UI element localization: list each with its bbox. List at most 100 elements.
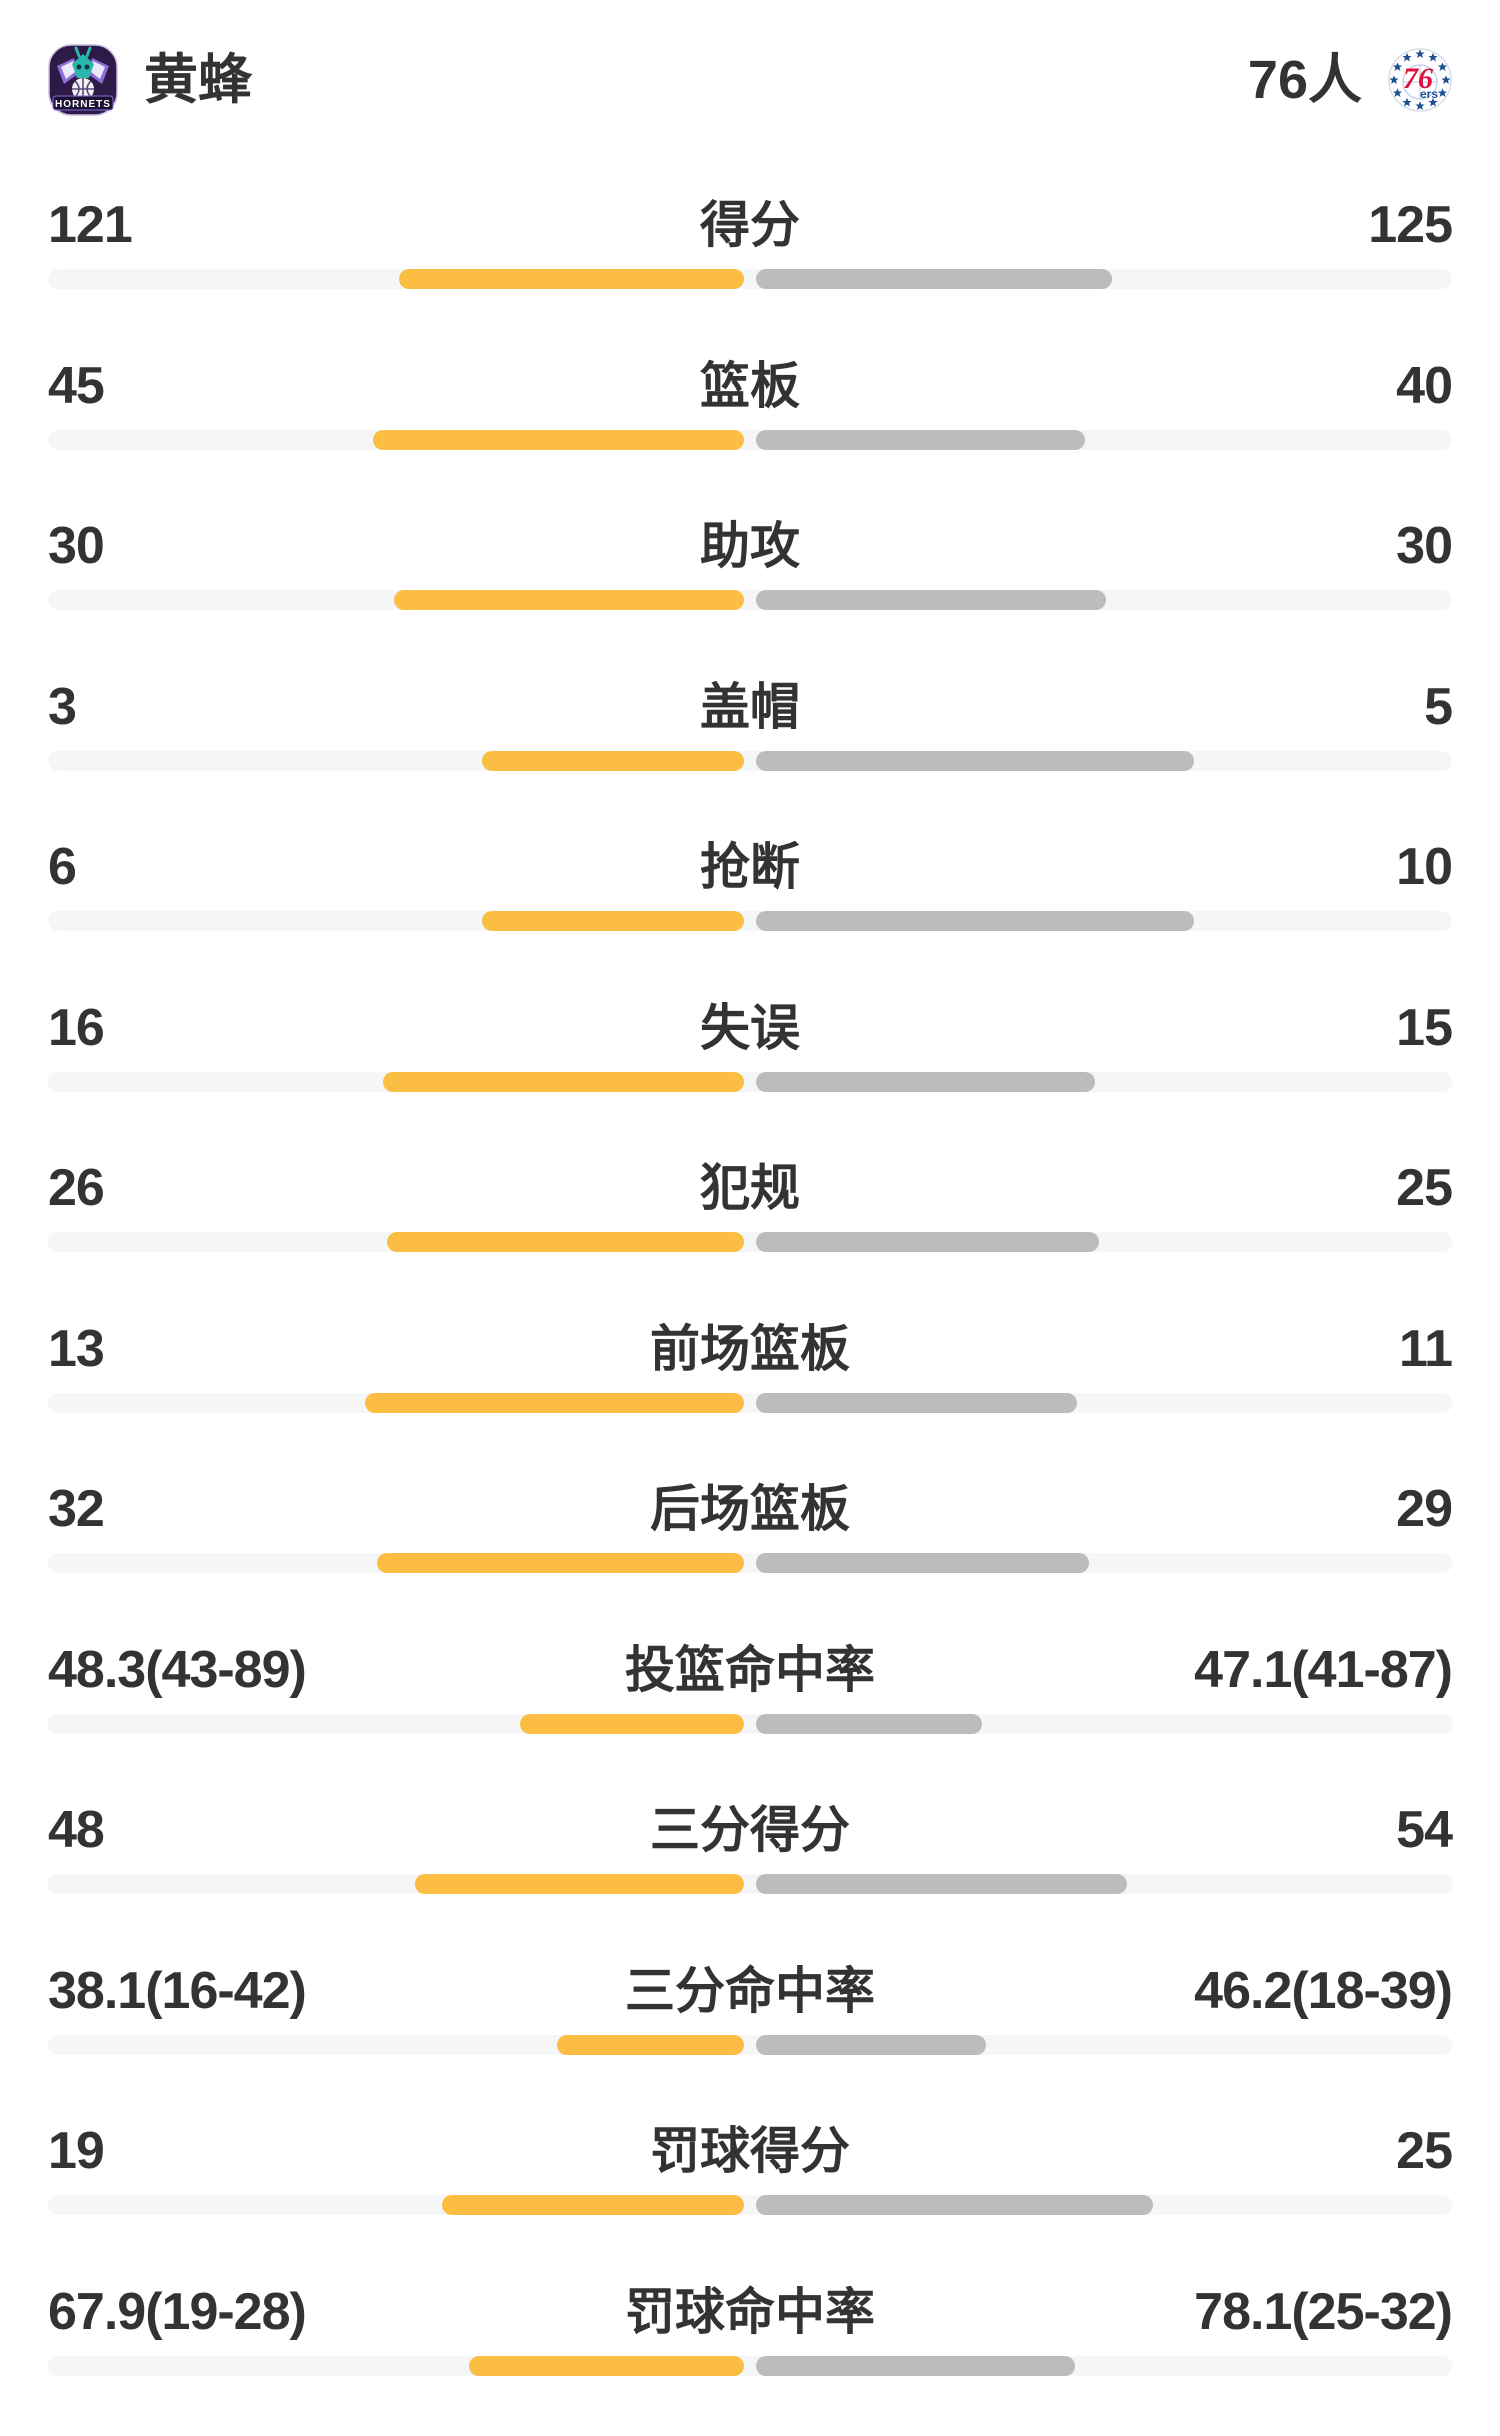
home-bar xyxy=(399,269,744,289)
home-bar xyxy=(365,1393,744,1413)
stat-label: 罚球得分 xyxy=(650,2123,850,2179)
away-bar xyxy=(756,1874,1127,1894)
away-team-name[interactable]: 76人 xyxy=(1248,45,1362,115)
home-value: 19 xyxy=(48,2123,104,2179)
stat-bar xyxy=(48,2035,1452,2055)
stat-label: 助攻 xyxy=(700,518,800,574)
bar-track xyxy=(48,2195,1452,2215)
away-value: 10 xyxy=(1396,839,1452,895)
away-value: 54 xyxy=(1396,1802,1452,1858)
stat-label: 篮板 xyxy=(700,358,800,414)
stat-label: 罚球命中率 xyxy=(625,2284,875,2340)
bar-track xyxy=(48,590,1452,610)
home-bar xyxy=(482,751,744,771)
away-bar xyxy=(756,2356,1075,2376)
away-value: 78.1(25-32) xyxy=(1194,2284,1452,2340)
bar-track xyxy=(48,751,1452,771)
home-value: 38.1(16-42) xyxy=(48,1963,306,2019)
sixers-logo[interactable]: 76 ers xyxy=(1388,48,1452,112)
away-value: 47.1(41-87) xyxy=(1194,1642,1452,1698)
bar-track xyxy=(48,430,1452,450)
stat-row: 48 三分得分 54 xyxy=(0,1794,1500,1955)
home-value: 48 xyxy=(48,1802,104,1858)
bar-track xyxy=(48,2356,1452,2376)
away-bar xyxy=(756,2035,986,2055)
stat-bar xyxy=(48,2195,1452,2215)
stat-label: 三分命中率 xyxy=(625,1963,875,2019)
away-bar xyxy=(756,1072,1095,1092)
stat-row-values: 13 前场篮板 11 xyxy=(48,1321,1452,1381)
bar-track xyxy=(48,1874,1452,1894)
away-value: 30 xyxy=(1396,518,1452,574)
home-bar xyxy=(482,911,744,931)
stat-row: 67.9(19-28) 罚球命中率 78.1(25-32) xyxy=(0,2276,1500,2436)
stat-row: 45 篮板 40 xyxy=(0,350,1500,511)
stat-row: 19 罚球得分 25 xyxy=(0,2115,1500,2276)
away-bar xyxy=(756,269,1112,289)
stat-row-values: 19 罚球得分 25 xyxy=(48,2123,1452,2183)
away-value: 15 xyxy=(1396,1000,1452,1056)
stat-bar xyxy=(48,590,1452,610)
stat-row: 16 失误 15 xyxy=(0,992,1500,1153)
home-value: 6 xyxy=(48,839,76,895)
bar-track xyxy=(48,269,1452,289)
away-bar xyxy=(756,430,1085,450)
stat-row-values: 48.3(43-89) 投篮命中率 47.1(41-87) xyxy=(48,1642,1452,1702)
away-value: 25 xyxy=(1396,1160,1452,1216)
hornets-logo-text: HORNETS xyxy=(55,99,111,110)
stat-bar xyxy=(48,1553,1452,1573)
home-team-name[interactable]: 黄蜂 xyxy=(144,45,252,115)
stat-label: 前场篮板 xyxy=(650,1321,850,1377)
away-bar xyxy=(756,1714,982,1734)
home-bar xyxy=(557,2035,744,2055)
stat-bar xyxy=(48,269,1452,289)
home-value: 45 xyxy=(48,358,104,414)
away-value: 125 xyxy=(1368,197,1452,253)
stat-bar xyxy=(48,751,1452,771)
home-bar xyxy=(373,430,744,450)
away-value: 25 xyxy=(1396,2123,1452,2179)
bar-track xyxy=(48,1553,1452,1573)
bar-track xyxy=(48,1072,1452,1092)
home-value: 48.3(43-89) xyxy=(48,1642,306,1698)
away-bar xyxy=(756,1232,1099,1252)
stat-row-values: 45 篮板 40 xyxy=(48,358,1452,418)
stat-row: 121 得分 125 xyxy=(0,189,1500,350)
stat-row-values: 16 失误 15 xyxy=(48,1000,1452,1060)
away-bar xyxy=(756,2195,1153,2215)
home-value: 67.9(19-28) xyxy=(48,2284,306,2340)
stat-bar xyxy=(48,430,1452,450)
away-value: 46.2(18-39) xyxy=(1194,1963,1452,2019)
stat-bar xyxy=(48,1232,1452,1252)
stat-label: 投篮命中率 xyxy=(625,1642,875,1698)
away-bar xyxy=(756,911,1194,931)
stats-list: 121 得分 125 45 篮板 40 30 助攻 30 xyxy=(0,189,1500,2436)
stat-bar xyxy=(48,1072,1452,1092)
home-bar xyxy=(383,1072,744,1092)
stat-bar xyxy=(48,1874,1452,1894)
away-value: 11 xyxy=(1399,1321,1452,1377)
bar-track xyxy=(48,2035,1452,2055)
away-bar xyxy=(756,1553,1089,1573)
stat-label: 后场篮板 xyxy=(650,1481,850,1537)
matchup-header: HORNETS 黄蜂 76人 xyxy=(48,45,1452,115)
stat-row-values: 32 后场篮板 29 xyxy=(48,1481,1452,1541)
stat-label: 失误 xyxy=(700,1000,800,1056)
home-bar xyxy=(394,590,744,610)
stat-bar xyxy=(48,1393,1452,1413)
stat-row-values: 30 助攻 30 xyxy=(48,518,1452,578)
stat-bar xyxy=(48,911,1452,931)
hornets-logo[interactable]: HORNETS xyxy=(48,44,118,116)
away-value: 40 xyxy=(1396,358,1452,414)
home-value: 13 xyxy=(48,1321,104,1377)
away-value: 29 xyxy=(1396,1481,1452,1537)
away-team: 76人 76 ers xyxy=(1248,45,1452,115)
stat-row: 38.1(16-42) 三分命中率 46.2(18-39) xyxy=(0,1955,1500,2116)
stat-row-values: 121 得分 125 xyxy=(48,197,1452,257)
stat-row: 6 抢断 10 xyxy=(0,831,1500,992)
bar-track xyxy=(48,1232,1452,1252)
home-value: 32 xyxy=(48,1481,104,1537)
stat-row-values: 67.9(19-28) 罚球命中率 78.1(25-32) xyxy=(48,2284,1452,2344)
stat-row: 32 后场篮板 29 xyxy=(0,1473,1500,1634)
home-bar xyxy=(415,1874,744,1894)
